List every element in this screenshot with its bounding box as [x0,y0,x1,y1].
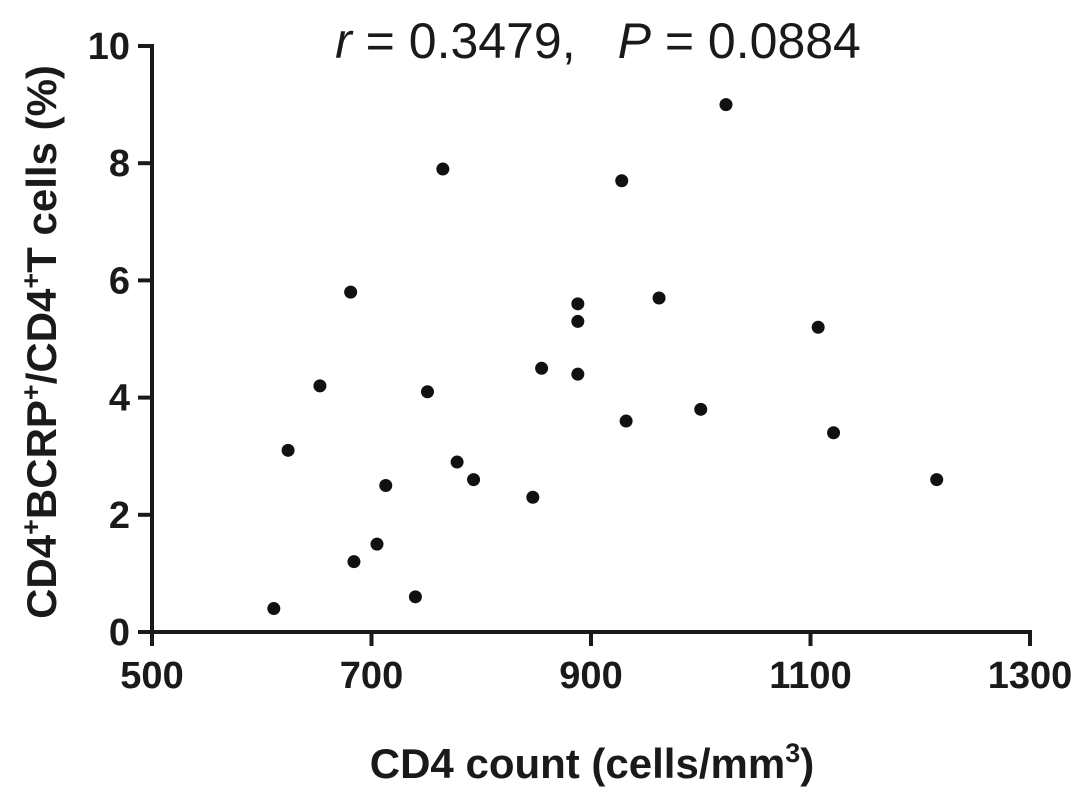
data-point [526,490,540,504]
y-axis-title-part1: CD4 [18,534,65,619]
x-tick-label: 1300 [988,655,1073,697]
data-point [379,479,393,492]
data-point [450,455,464,469]
r-value: = 0.3479, [352,13,576,69]
x-axis-title-sup: 3 [785,738,800,768]
data-point [347,555,361,569]
data-point [313,379,327,393]
data-point [652,291,666,305]
data-point [535,361,549,375]
data-point [811,320,825,334]
y-axis-title-part2: BCRP [18,400,65,519]
y-axis-title-sup3: + [16,273,46,289]
data-point [281,443,295,457]
correlation-annotation: r = 0.3479, P = 0.0884 [335,13,861,69]
y-axis-title: CD4+BCRP+/CD4+T cells (%) [16,65,65,619]
y-tick-label: 6 [109,260,130,302]
y-tick-label: 8 [109,143,130,185]
data-point [408,590,422,604]
axes: 0 2 4 6 8 10 500 700 900 1100 1300 [88,26,1073,697]
data-points [267,98,944,616]
y-axis-title-sup2: + [16,384,46,400]
x-tick-label: 1100 [769,655,851,697]
data-point [467,473,481,487]
y-axis-title-part3: /CD4 [18,288,65,384]
p-symbol: P [618,13,652,69]
x-axis-title-main: CD4 count (cells/mm [370,740,785,787]
r-symbol: r [335,13,354,69]
y-tick-label: 2 [109,495,130,537]
data-point [619,414,633,428]
x-tick-label: 500 [120,655,183,697]
data-point [930,473,944,487]
data-point [571,367,585,381]
y-tick-label: 10 [88,26,130,68]
y-tick-label: 0 [109,612,130,654]
data-point [370,537,384,551]
x-tick-label: 700 [340,655,403,697]
data-point [436,162,450,176]
y-tick-label: 4 [109,378,130,420]
data-point [571,314,585,328]
data-point [267,602,281,616]
x-tick-label: 900 [559,655,622,697]
data-point [615,174,629,188]
data-point [827,426,841,440]
y-axis-title-part4: T cells (%) [18,65,65,273]
data-point [719,98,733,112]
data-point [694,402,708,416]
data-point [571,297,585,311]
x-axis-title: CD4 count (cells/mm3) [370,738,814,787]
p-value: = 0.0884 [651,13,861,69]
data-point [344,285,358,299]
x-axis-title-end: ) [800,740,814,787]
data-point [420,385,434,399]
y-axis-title-sup1: + [16,519,46,535]
